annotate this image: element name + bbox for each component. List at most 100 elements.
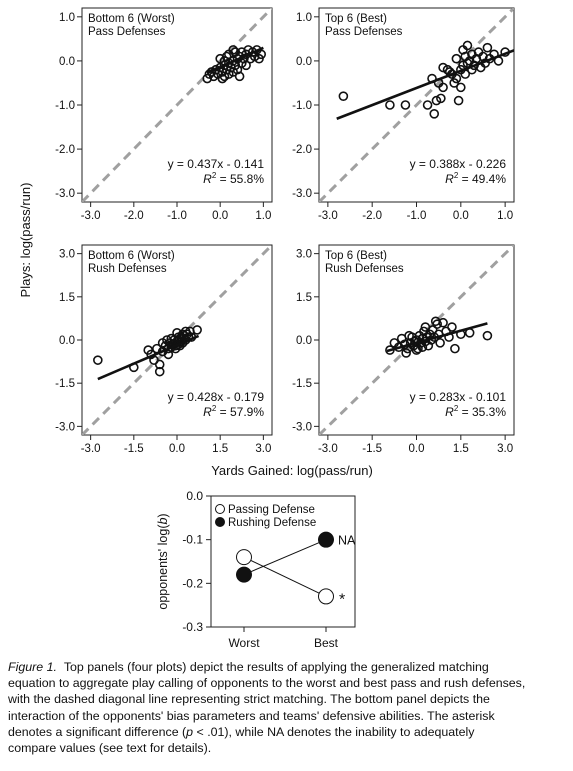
panel-title-line-1: Bottom 6 (Worst) [88,13,175,25]
x-tick-label: 3.0 [497,443,513,455]
caption-label: Figure 1 [8,660,54,674]
y-tick-label: 0.0 [59,56,75,68]
x-tick-label: 3.0 [255,443,271,455]
x-tick-label: 0.0 [409,443,425,455]
data-point [241,60,251,71]
y-tick-label: 1.0 [296,12,312,24]
scatter-panel-top-right: -3.0 -2.0 -1.0 0.0 1.0 1.0 0.0 -1.0 -2.0 -3.0 Top … [292,7,515,222]
regression-line [386,322,488,353]
data-point [400,100,411,110]
scatter-panel-bottom-right: -3.0 -1.5 0.0 1.5 3.0 3.0 1.5 0.0 -1.5 -3.0 Top 6 … [292,244,515,455]
x-tick-label: -3.0 [318,443,338,455]
shared-y-axis-label: Plays: log(pass/run) [18,183,33,298]
y-tick-label: 1.0 [59,12,75,24]
data-point [429,109,440,119]
data-point [404,330,414,341]
y-tick-label: 0.0 [296,335,312,347]
data-point [401,348,411,358]
data-point [154,359,165,370]
shared-x-axis-label: Yards Gained: log(pass/run) [211,463,373,478]
y-tick-label: 0.0 [59,335,75,347]
na-annotation: NA [338,534,356,548]
r-squared: R2 = 49.4% [445,171,506,186]
data-point [458,45,468,55]
y-tick-label: -3.0 [55,188,75,200]
data-point [338,91,349,101]
data-point [234,71,245,82]
data-point [482,330,493,341]
data-point [438,82,448,93]
x-tick-label: 1.0 [497,210,513,222]
r-squared: R2 = 55.8% [203,171,264,186]
x-tick-label: 1.5 [212,443,228,455]
x-tick-label: 1.5 [453,443,469,455]
regression-line [97,334,200,381]
regression-equation: y = 0.283x - 0.101 [410,390,507,404]
x-tick-label: -3.0 [81,210,101,222]
data-point [453,95,464,106]
regression-line [206,46,264,75]
regression-equation: y = 0.428x - 0.179 [168,390,265,404]
x-tick-label: -1.0 [407,210,427,222]
y-tick-label: -0.3 [182,620,203,634]
strict-matching-diagonal [319,245,514,435]
data-point [154,366,165,377]
data-point [256,49,267,60]
y-tick-label: -1.0 [292,100,312,112]
y-tick-label: -2.0 [55,144,75,156]
y-tick-label: 1.5 [59,292,75,304]
y-tick-label: 3.0 [59,249,75,261]
legend-marker-rushing [215,517,225,527]
caption-line-5b: < .01), while NA denotes the inability t… [193,724,475,739]
data-point [157,338,168,348]
x-tick-label: -1.0 [167,210,187,222]
series-marker-rushing [236,566,252,583]
panel-title-line-1: Top 6 (Best) [325,250,387,262]
x-tick-label: -1.5 [362,443,382,455]
panel-title-line-1: Bottom 6 (Worst) [88,250,175,262]
panel-title-line-2: Rush Defenses [88,263,167,275]
data-point [450,343,460,354]
caption-line-3: with the dashed diagonal line representi… [8,692,490,707]
data-point [177,329,188,340]
legend-label-passing: Passing Defense [228,504,315,516]
y-tick-label: -3.0 [55,421,75,433]
interaction-plot: 0.0 -0.1 -0.2 -0.3 Worst Best opponents' log(b… [156,489,356,650]
figure-canvas: -3.0 -2.0 -1.0 0.0 1.0 1.0 0.0 -1.0 -2.0 -3.0 Bott… [18,7,515,650]
r-squared: R2 = 57.9% [203,404,264,419]
data-point [228,45,238,55]
legend-marker-passing [215,504,225,514]
r-squared: R2 = 35.3% [445,404,506,419]
regression-equation: y = 0.437x - 0.141 [168,157,265,171]
regression-line [336,49,514,120]
x-tick-label: 1.0 [255,210,271,222]
scatter-panel-bottom-left: -3.0 -1.5 0.0 1.5 3.0 3.0 1.5 0.0 -1.5 -3.0 Bottom… [55,244,273,455]
data-point [385,100,395,110]
y-tick-label: 0.0 [186,489,203,503]
interaction-frame [210,495,356,628]
x-tick-label: -3.0 [318,210,338,222]
caption-line-1: Top panels (four plots) depict the resul… [63,660,489,674]
x-tick-label: 0.0 [453,210,469,222]
scatter-panel-top-left: -3.0 -2.0 -1.0 0.0 1.0 1.0 0.0 -1.0 -2.0 -3.0 Bott… [55,7,273,222]
data-point [456,82,466,93]
y-tick-label: -1.0 [55,100,75,112]
data-point [447,322,457,332]
data-point [430,316,441,327]
panel-title-line-1: Top 6 (Best) [325,13,387,25]
data-point [420,322,431,332]
x-tick-label: -3.0 [81,443,101,455]
series-line-rushing [243,539,327,576]
y-tick-label: -3.0 [292,421,312,433]
data-point [93,355,103,365]
regression-equation: y = 0.388x - 0.226 [410,157,507,171]
panel-title-line-2: Pass Defenses [88,26,166,38]
data-point [451,53,462,64]
interaction-y-label: opponents' log(b) [156,513,170,609]
strict-matching-diagonal [82,8,272,202]
scatter-panels: -3.0 -2.0 -1.0 0.0 1.0 1.0 0.0 -1.0 -2.0 -3.0 Bott… [55,7,515,455]
series-marker-passing [236,549,252,566]
data-point [230,47,241,57]
x-tick-label: 0.0 [212,210,228,222]
x-category-label: Best [314,636,339,650]
